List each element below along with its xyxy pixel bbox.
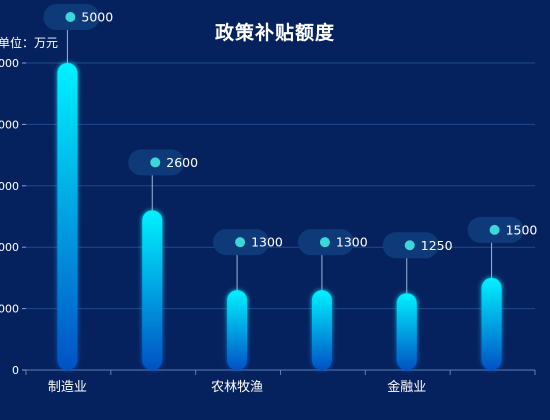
bar-3 bbox=[311, 290, 332, 370]
data-label: 1300 bbox=[251, 235, 283, 250]
value-label-dot bbox=[65, 12, 76, 22]
y-tick-label: 0 bbox=[12, 364, 19, 377]
bar-0 bbox=[57, 63, 78, 370]
data-label: 2600 bbox=[166, 155, 198, 170]
bar-1 bbox=[142, 210, 163, 370]
data-label: 5000 bbox=[81, 10, 113, 25]
grid-layer: 0 1000 2000 3000 4000 5000 bbox=[0, 57, 536, 377]
bar-4 bbox=[396, 293, 417, 370]
bar-layer bbox=[57, 63, 502, 370]
bar-5 bbox=[481, 277, 502, 370]
value-label-dot bbox=[150, 157, 161, 168]
x-tick-label: 制造业 bbox=[48, 380, 87, 395]
x-tick-label: 金融业 bbox=[387, 379, 426, 395]
data-label: 1500 bbox=[506, 222, 538, 237]
y-tick-label: 4000 bbox=[0, 118, 19, 131]
chart-title: 政策补贴额度 bbox=[214, 22, 335, 44]
y-tick-label: 5000 bbox=[0, 57, 19, 70]
bar-2 bbox=[227, 290, 248, 370]
y-tick-label: 3000 bbox=[0, 180, 19, 193]
value-label-dot bbox=[404, 240, 415, 251]
data-label: 1250 bbox=[421, 238, 453, 253]
label-layer: 制造业 5000 2600 农林牧渔 1300 1300 金融业 1250 1500 bbox=[43, 4, 537, 395]
value-label-dot bbox=[319, 237, 330, 248]
value-label-dot bbox=[489, 224, 500, 235]
unit-label: 单位：万元 bbox=[0, 36, 59, 50]
data-label: 1300 bbox=[336, 235, 368, 250]
x-tick-label: 农林牧渔 bbox=[211, 380, 263, 395]
y-tick-label: 1000 bbox=[0, 303, 19, 316]
y-tick-label: 2000 bbox=[0, 241, 19, 254]
value-label-dot bbox=[235, 237, 246, 248]
